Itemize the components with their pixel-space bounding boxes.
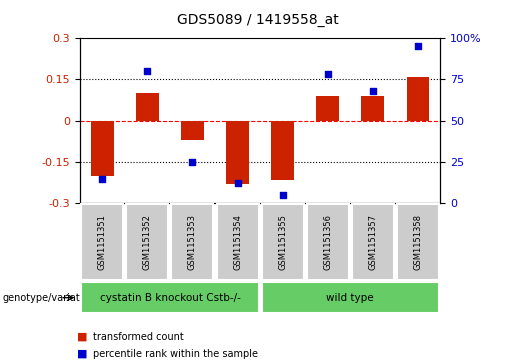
Point	[188, 159, 197, 165]
Text: transformed count: transformed count	[93, 332, 183, 342]
Bar	[271, 121, 294, 180]
Text: genotype/variation: genotype/variation	[3, 293, 95, 303]
Point	[369, 88, 377, 94]
Bar	[181, 121, 204, 140]
Point	[143, 68, 151, 74]
Bar	[136, 93, 159, 121]
Text: ■: ■	[77, 332, 88, 342]
Text: GSM1151357: GSM1151357	[368, 214, 377, 270]
Text: GSM1151354: GSM1151354	[233, 215, 242, 270]
Text: GSM1151353: GSM1151353	[188, 214, 197, 270]
Text: ■: ■	[77, 349, 88, 359]
Point	[233, 180, 242, 186]
Text: GSM1151358: GSM1151358	[414, 214, 422, 270]
Text: wild type: wild type	[327, 293, 374, 303]
Text: GSM1151356: GSM1151356	[323, 214, 332, 270]
Bar	[91, 121, 114, 176]
Point	[279, 192, 287, 198]
Text: GSM1151351: GSM1151351	[98, 215, 107, 270]
Bar	[362, 96, 384, 121]
Text: GSM1151355: GSM1151355	[278, 215, 287, 270]
Point	[414, 44, 422, 49]
Text: GDS5089 / 1419558_at: GDS5089 / 1419558_at	[177, 13, 338, 27]
Point	[323, 72, 332, 77]
Bar	[226, 121, 249, 184]
Bar	[316, 96, 339, 121]
Point	[98, 176, 107, 182]
Text: GSM1151352: GSM1151352	[143, 215, 152, 270]
Text: cystatin B knockout Cstb-/-: cystatin B knockout Cstb-/-	[99, 293, 241, 303]
Bar	[406, 77, 429, 121]
Text: percentile rank within the sample: percentile rank within the sample	[93, 349, 258, 359]
